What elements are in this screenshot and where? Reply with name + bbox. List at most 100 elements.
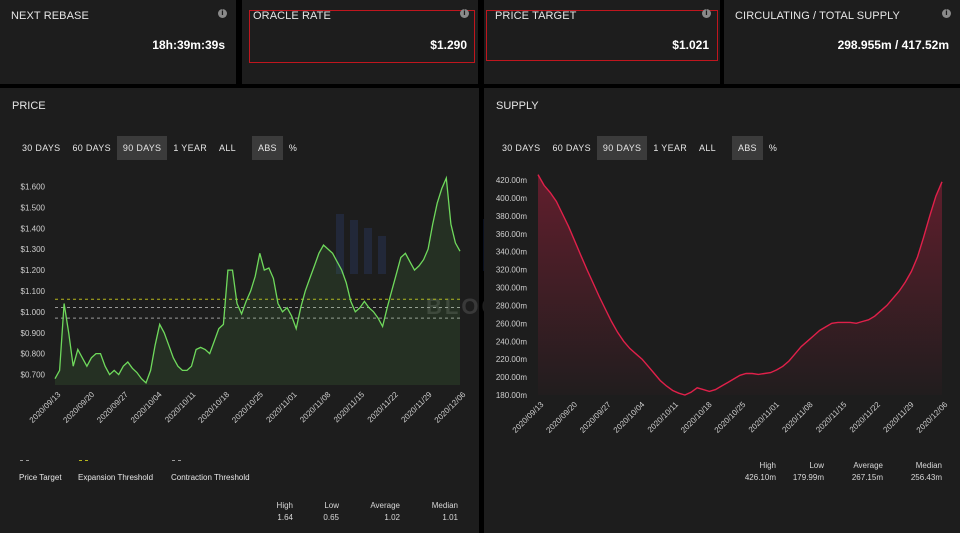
price-target-value: $1.021 — [672, 38, 709, 52]
y-tick-label: 220.00m — [496, 355, 527, 364]
x-tick-label: 2020/11/15 — [332, 390, 367, 425]
y-tick-label: 340.00m — [496, 248, 527, 257]
x-tick-label: 2020/11/29 — [881, 400, 916, 435]
price-range-buttons: 30 DAYS 60 DAYS 90 DAYS 1 YEAR ALL ABS % — [16, 136, 303, 160]
supply-percent-button[interactable]: % — [768, 143, 778, 153]
supply-panel-title: SUPPLY — [496, 100, 539, 112]
y-tick-label: 180.00m — [496, 391, 527, 400]
price-area-fill — [55, 178, 460, 385]
x-tick-label: 2020/11/22 — [848, 400, 883, 435]
x-tick-label: 2020/09/13 — [28, 390, 63, 425]
y-tick-label: $0.900 — [21, 329, 46, 338]
info-icon[interactable]: i — [942, 9, 951, 18]
y-tick-label: 300.00m — [496, 284, 527, 293]
legend-dash-icon — [20, 460, 29, 461]
x-tick-label: 2020/09/13 — [511, 400, 546, 435]
price-stat-high: High 1.64 — [276, 501, 293, 522]
legend-label: Contraction Threshold — [171, 473, 250, 482]
supply-60-days-button[interactable]: 60 DAYS — [552, 143, 591, 153]
info-icon[interactable]: i — [218, 9, 227, 18]
legend-price-target[interactable]: Price Target — [19, 460, 62, 482]
x-tick-label: 2020/11/01 — [747, 400, 782, 435]
y-tick-label: $1.400 — [21, 224, 46, 233]
price-percent-button[interactable]: % — [288, 143, 298, 153]
x-tick-label: 2020/12/06 — [915, 400, 950, 435]
supply-abs-button[interactable]: ABS — [731, 136, 763, 160]
y-tick-label: 400.00m — [496, 194, 527, 203]
price-target-card: PRICE TARGET i $1.021 — [484, 0, 720, 84]
x-tick-label: 2020/11/08 — [780, 400, 815, 435]
y-tick-label: $1.600 — [21, 182, 46, 191]
supply-chart: 180.00m 200.00m 220.00m 240.00m 260.00m 280.0… — [496, 174, 950, 435]
price-stat-average: Average 1.02 — [370, 501, 400, 522]
price-1-year-button[interactable]: 1 YEAR — [173, 143, 208, 153]
oracle-rate-label: ORACLE RATE — [253, 10, 331, 22]
price-all-button[interactable]: ALL — [219, 143, 236, 153]
price-90-days-button[interactable]: 90 DAYS — [116, 136, 168, 160]
price-30-days-button[interactable]: 30 DAYS — [22, 143, 61, 153]
y-tick-label: $1.300 — [21, 245, 46, 254]
y-tick-label: $1.000 — [21, 308, 46, 317]
supply-card-value: 298.955m / 417.52m — [837, 38, 949, 52]
price-stats: High 1.64 Low 0.65 Average 1.02 Median 1.01 — [0, 500, 479, 524]
x-tick-label: 2020/12/06 — [433, 390, 468, 425]
y-tick-label: 420.00m — [496, 176, 527, 185]
legend-contraction-threshold[interactable]: Contraction Threshold — [171, 460, 250, 482]
supply-all-button[interactable]: ALL — [699, 143, 716, 153]
x-tick-label: 2020/11/29 — [399, 390, 434, 425]
supply-90-days-button[interactable]: 90 DAYS — [596, 136, 648, 160]
price-target-highlight — [486, 10, 718, 61]
x-tick-label: 2020/09/27 — [95, 390, 130, 425]
y-tick-label: 280.00m — [496, 301, 527, 310]
info-icon[interactable]: i — [460, 9, 469, 18]
y-tick-label: $1.500 — [21, 203, 46, 212]
price-60-days-button[interactable]: 60 DAYS — [72, 143, 111, 153]
supply-30-days-button[interactable]: 30 DAYS — [502, 143, 541, 153]
y-tick-label: 260.00m — [496, 319, 527, 328]
x-tick-label: 2020/10/11 — [163, 390, 198, 425]
x-tick-label: 2020/11/08 — [298, 390, 333, 425]
price-line — [54, 175, 461, 385]
legend-dash-icon — [172, 460, 181, 461]
next-rebase-value: 18h:39m:39s — [152, 38, 225, 52]
next-rebase-label: NEXT REBASE — [11, 10, 89, 22]
y-tick-label: 200.00m — [496, 373, 527, 382]
oracle-rate-card: ORACLE RATE i $1.290 — [242, 0, 478, 84]
x-tick-label: 2020/10/18 — [679, 400, 714, 435]
oracle-rate-highlight — [249, 10, 475, 63]
y-tick-label: $0.800 — [21, 350, 46, 359]
price-abs-button[interactable]: ABS — [251, 136, 283, 160]
price-chart: $0.700 $0.800 $0.900 $1.000 $1.100 $1.200 $1.3… — [21, 175, 468, 425]
y-tick-label: 320.00m — [496, 266, 527, 275]
supply-range-buttons: 30 DAYS 60 DAYS 90 DAYS 1 YEAR ALL ABS % — [496, 136, 783, 160]
supply-stats: High 426.10m Low 179.99m Average 267.15m Me… — [484, 460, 960, 484]
supply-stat-median: Median 256.43m — [910, 461, 942, 482]
y-tick-label: 360.00m — [496, 230, 527, 239]
info-icon[interactable]: i — [702, 9, 711, 18]
x-tick-label: 2020/10/18 — [196, 390, 231, 425]
next-rebase-card: NEXT REBASE i 18h:39m:39s — [0, 0, 236, 84]
supply-1-year-button[interactable]: 1 YEAR — [653, 143, 688, 153]
x-tick-label: 2020/11/22 — [366, 390, 401, 425]
x-tick-label: 2020/10/25 — [713, 400, 748, 435]
x-tick-label: 2020/09/27 — [578, 400, 613, 435]
supply-card: CIRCULATING / TOTAL SUPPLY i 298.955m / … — [724, 0, 960, 84]
x-tick-label: 2020/09/20 — [544, 400, 579, 435]
supply-stat-high: High 426.10m — [744, 461, 776, 482]
supply-stat-low: Low 179.99m — [792, 461, 824, 482]
y-tick-label: $1.200 — [21, 266, 46, 275]
legend-expansion-threshold[interactable]: Expansion Threshold — [78, 460, 153, 482]
x-tick-label: 2020/11/01 — [264, 390, 299, 425]
x-tick-label: 2020/09/20 — [61, 390, 96, 425]
y-tick-label: 380.00m — [496, 212, 527, 221]
price-stat-low: Low 0.65 — [323, 501, 339, 522]
y-tick-label: $1.100 — [21, 287, 46, 296]
supply-area-fill — [538, 174, 942, 395]
y-tick-label: 240.00m — [496, 337, 527, 346]
x-tick-label: 2020/10/04 — [612, 400, 647, 435]
x-tick-label: 2020/10/25 — [230, 390, 265, 425]
x-tick-label: 2020/10/11 — [646, 400, 681, 435]
price-panel-title: PRICE — [12, 100, 46, 112]
legend-label: Expansion Threshold — [78, 473, 154, 482]
supply-stat-average: Average 267.15m — [851, 461, 883, 482]
